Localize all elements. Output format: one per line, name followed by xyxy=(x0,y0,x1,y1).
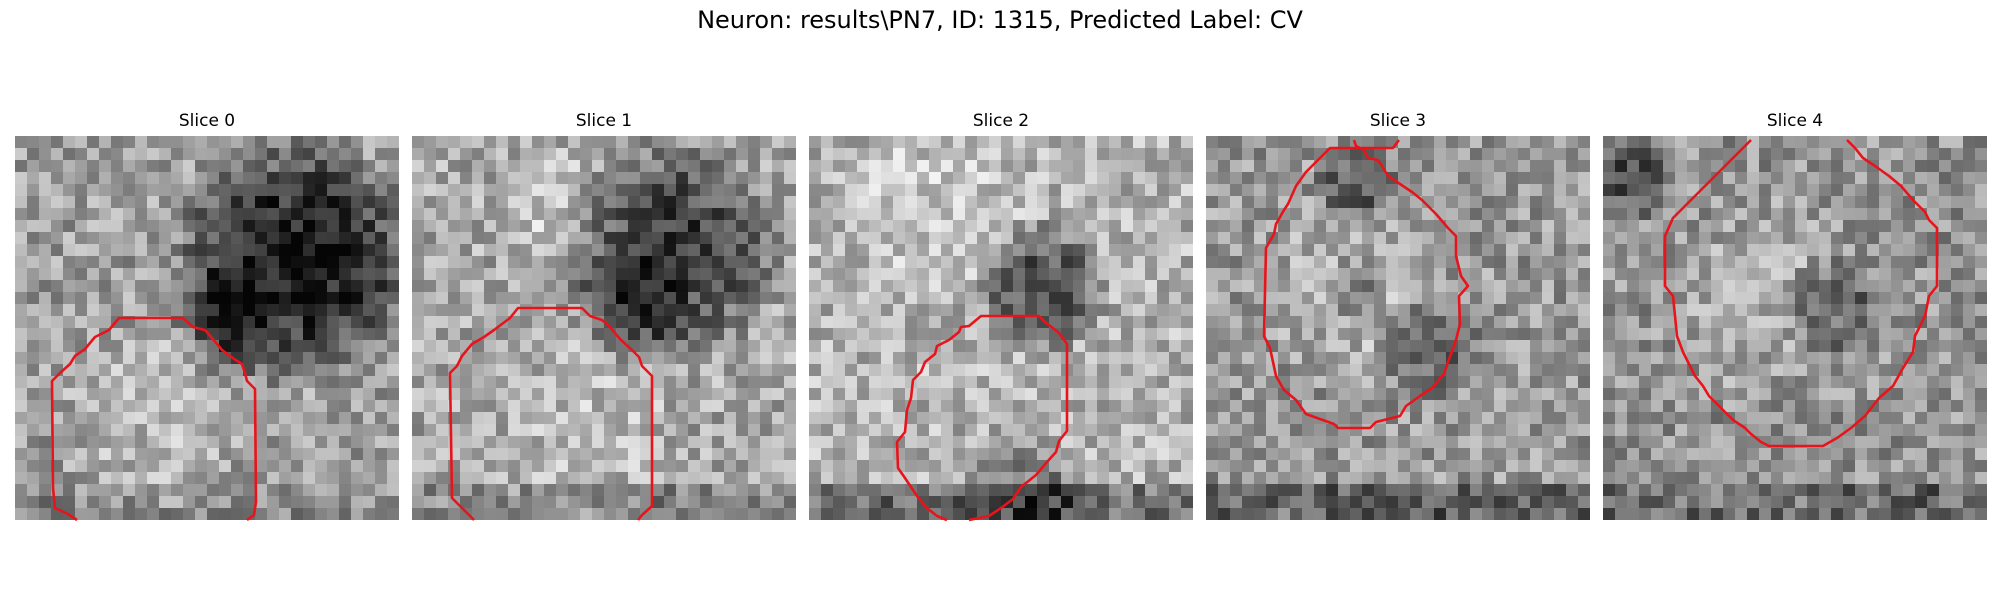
slice-title-4: Slice 4 xyxy=(1603,108,1987,134)
slice-panel-3: Slice 3 xyxy=(1206,108,1590,520)
slice-title-2: Slice 2 xyxy=(809,108,1193,134)
slice-image-4 xyxy=(1603,136,1987,520)
slice-2-contour-overlay xyxy=(809,136,1193,520)
slice-2-contour xyxy=(897,316,1067,520)
slice-3-contour-overlay xyxy=(1206,136,1590,520)
slice-title-1: Slice 1 xyxy=(412,108,796,134)
slice-panel-0: Slice 0 xyxy=(15,108,399,520)
slice-image-2 xyxy=(809,136,1193,520)
figure-title: Neuron: results\PN7, ID: 1315, Predicted… xyxy=(0,6,2000,34)
slice-panel-2: Slice 2 xyxy=(809,108,1193,520)
slice-0-contour xyxy=(52,318,256,520)
slice-panel-1: Slice 1 xyxy=(412,108,796,520)
slice-0-contour-overlay xyxy=(15,136,399,520)
slice-image-0 xyxy=(15,136,399,520)
slice-1-contour xyxy=(450,308,652,520)
slice-title-3: Slice 3 xyxy=(1206,108,1590,134)
slice-image-1 xyxy=(412,136,796,520)
slice-panel-4: Slice 4 xyxy=(1603,108,1987,520)
slice-3-contour xyxy=(1264,140,1468,428)
slice-title-0: Slice 0 xyxy=(15,108,399,134)
slice-4-contour-overlay xyxy=(1603,136,1987,520)
slice-4-contour xyxy=(1665,140,1937,446)
slice-image-3 xyxy=(1206,136,1590,520)
slice-1-contour-overlay xyxy=(412,136,796,520)
